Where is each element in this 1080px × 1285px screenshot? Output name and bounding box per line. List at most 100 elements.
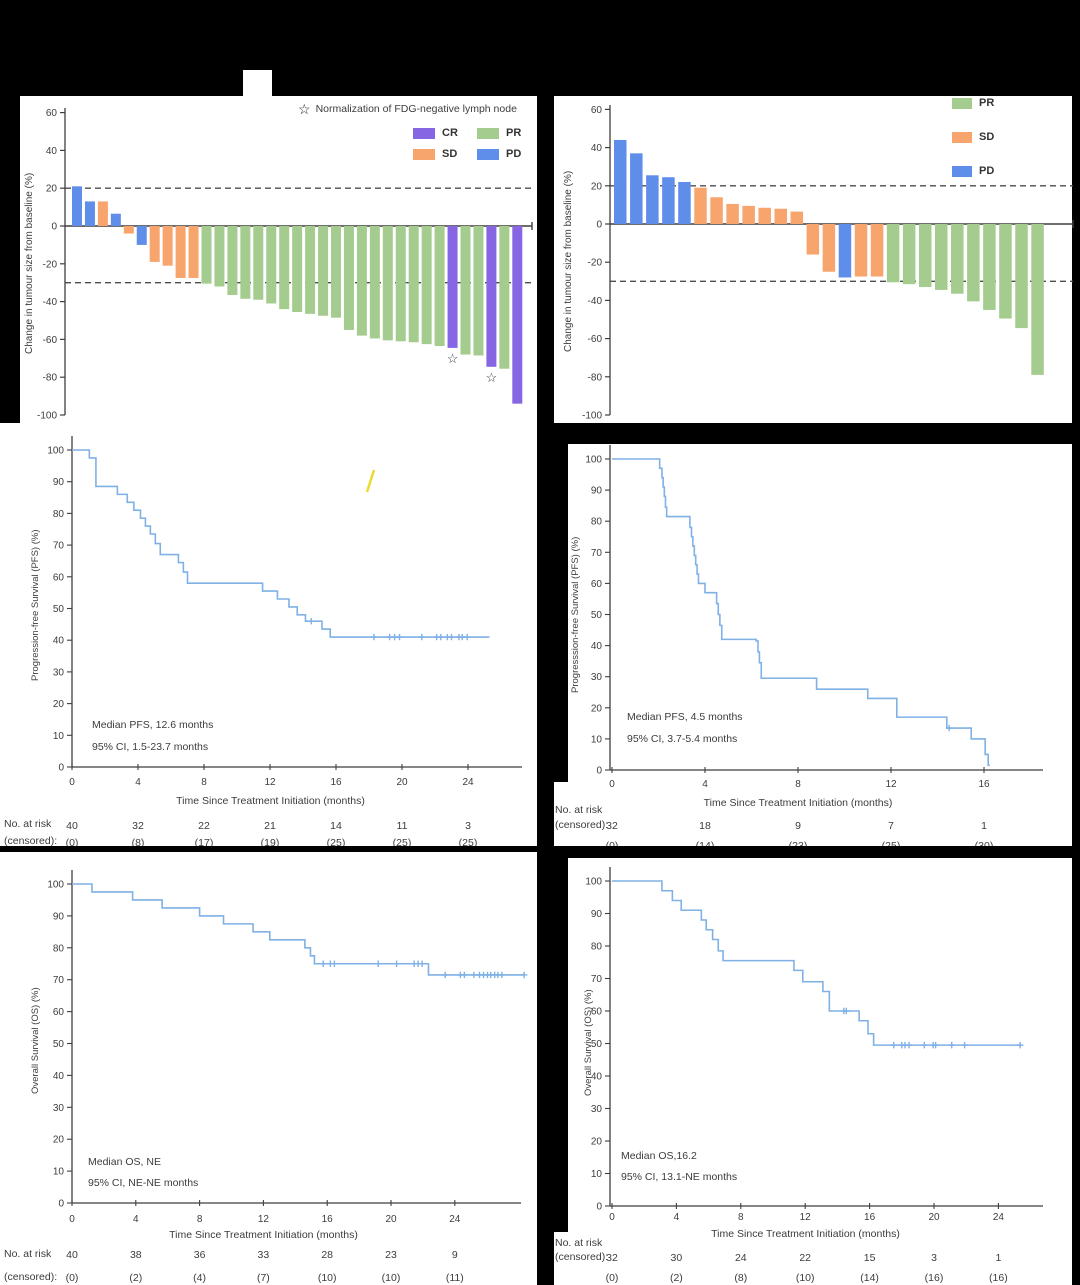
waterfall-bar xyxy=(935,224,948,290)
y-tick-label: 50 xyxy=(591,1039,603,1050)
risk-count: 24 xyxy=(735,1252,747,1264)
pfs-1-ci-label: 95% CI, 1.5-23.7 months xyxy=(92,741,209,753)
risk-count: 9 xyxy=(795,820,801,832)
censor-mark xyxy=(890,1041,897,1049)
waterfall-bar xyxy=(646,175,659,224)
x-tick-label: 0 xyxy=(69,777,75,788)
x-tick-label: 8 xyxy=(738,1212,744,1223)
x-tick-label: 20 xyxy=(928,1212,940,1223)
x-tick-label: 20 xyxy=(385,1214,397,1225)
censored-count: (11) xyxy=(446,1272,464,1284)
censor-marks-group xyxy=(308,617,471,641)
censored-count: (8) xyxy=(734,1272,747,1284)
y-tick-label: 30 xyxy=(53,667,65,678)
legend-label: PR xyxy=(979,97,995,109)
waterfall-bar xyxy=(266,226,277,304)
legend-label: SD xyxy=(442,148,458,160)
censor-mark xyxy=(905,1041,913,1049)
risk-count: 1 xyxy=(995,1252,1001,1264)
star-icon: ☆ xyxy=(486,370,498,385)
pfs-1-x-axis-label: Time Since Treatment Initiation (months) xyxy=(176,795,365,807)
legend-swatch-sd xyxy=(952,131,972,143)
censored-count: (10) xyxy=(382,1272,401,1284)
waterfall-bar xyxy=(999,224,1012,319)
waterfall-bar xyxy=(710,197,723,224)
waterfall-bar xyxy=(614,139,627,224)
y-tick-label: 60 xyxy=(591,105,603,116)
y-tick-label: -80 xyxy=(588,372,603,383)
y-tick-label: 0 xyxy=(596,766,602,777)
x-tick-label: 16 xyxy=(330,777,342,788)
y-tick-label: 90 xyxy=(53,911,65,922)
y-tick-label: 20 xyxy=(591,181,603,192)
pfs-2-censored-header: (censored): xyxy=(555,819,609,831)
waterfall-bar xyxy=(162,226,173,266)
os-1-y-axis-label: Overall Survival (OS) (%) xyxy=(30,987,41,1095)
legend-swatch-cr xyxy=(413,127,435,139)
pfs-2-y-axis-label: Progresssion-free Survival (PFS) (%) xyxy=(570,536,581,694)
censor-mark xyxy=(520,971,528,979)
censored-count: (14) xyxy=(860,1272,879,1284)
y-tick-label: 90 xyxy=(591,909,603,920)
risk-count: 9 xyxy=(452,1249,458,1261)
risk-count: 33 xyxy=(258,1249,270,1261)
y-tick-label: -80 xyxy=(43,373,58,384)
censor-marks-group xyxy=(840,1007,1024,1049)
legend-label: PR xyxy=(506,127,522,139)
os-cohort-2-panel: 0 10 20 30 40 50 60 70 80 90 100 0 32 (0) 4 30 (2) 8 24 (8)… xyxy=(553,856,1080,1285)
legend-item-pd: PD xyxy=(952,165,994,177)
risk-count: 28 xyxy=(321,1249,333,1261)
os-2-censored-header: (censored): xyxy=(555,1251,609,1263)
waterfall-bar xyxy=(512,226,523,404)
censor-mark xyxy=(393,960,400,967)
y-tick-label: -40 xyxy=(588,296,603,307)
censor-mark xyxy=(418,633,425,641)
left-row-divider xyxy=(0,846,537,852)
legend-label: SD xyxy=(979,131,995,143)
waterfall-bar xyxy=(136,226,147,245)
x-tick-label: 0 xyxy=(609,779,615,790)
waterfall-bar xyxy=(318,226,329,316)
waterfall-bar xyxy=(421,226,432,345)
pfs2-left-frame xyxy=(554,444,568,782)
censored-count: (0) xyxy=(606,840,619,846)
censor-mark xyxy=(932,1041,939,1049)
censored-count: (10) xyxy=(318,1272,337,1284)
legend-item-pr: PR xyxy=(477,127,521,139)
km-curve xyxy=(612,458,990,767)
risk-count: 32 xyxy=(132,820,144,832)
os-2-risk-header: No. at risk xyxy=(555,1237,603,1249)
x-tick-label: 16 xyxy=(978,779,990,790)
censor-mark xyxy=(1016,1041,1024,1049)
x-tick-label: 0 xyxy=(69,1214,75,1225)
waterfall-bar xyxy=(292,226,303,312)
y-tick-label: 50 xyxy=(53,604,65,615)
waterfall-bar xyxy=(806,224,820,255)
y-tick-label: 50 xyxy=(53,1039,65,1050)
y-tick-label: 70 xyxy=(53,541,65,552)
right-black-strip xyxy=(1072,0,1080,1285)
waterfall-2-y-axis-label: Change in tumour size from baseline (%) xyxy=(563,170,574,353)
y-tick-label: 60 xyxy=(591,1007,603,1018)
waterfall-bar xyxy=(72,186,82,226)
y-tick-label: 100 xyxy=(47,880,64,891)
pfs-1-y-axis-label: Progression-free Survival (PFS) (%) xyxy=(30,529,41,681)
bars-group xyxy=(72,186,523,404)
censored-count: (14) xyxy=(696,840,715,846)
x-tick-label: 12 xyxy=(800,1212,812,1223)
waterfall-bar xyxy=(662,177,675,224)
censored-count: (25) xyxy=(459,837,478,846)
os-2-y-axis-label: Overall Survival (OS) (%) xyxy=(583,989,594,1097)
y-tick-label: 80 xyxy=(53,509,65,520)
os-1-ci-label: 95% CI, NE-NE months xyxy=(88,1177,199,1189)
legend-item-pd: PD xyxy=(477,148,521,160)
risk-count: 21 xyxy=(264,820,276,832)
y-tick-label: -40 xyxy=(43,297,58,308)
censored-count: (2) xyxy=(670,1272,683,1284)
y-tick-label: 70 xyxy=(53,975,65,986)
y-tick-label: 10 xyxy=(591,734,603,745)
y-tick-label: 0 xyxy=(596,1202,602,1213)
y-tick-label: 90 xyxy=(53,477,65,488)
y-tick-label: -20 xyxy=(43,259,58,270)
y-tick-label: 30 xyxy=(591,672,603,683)
